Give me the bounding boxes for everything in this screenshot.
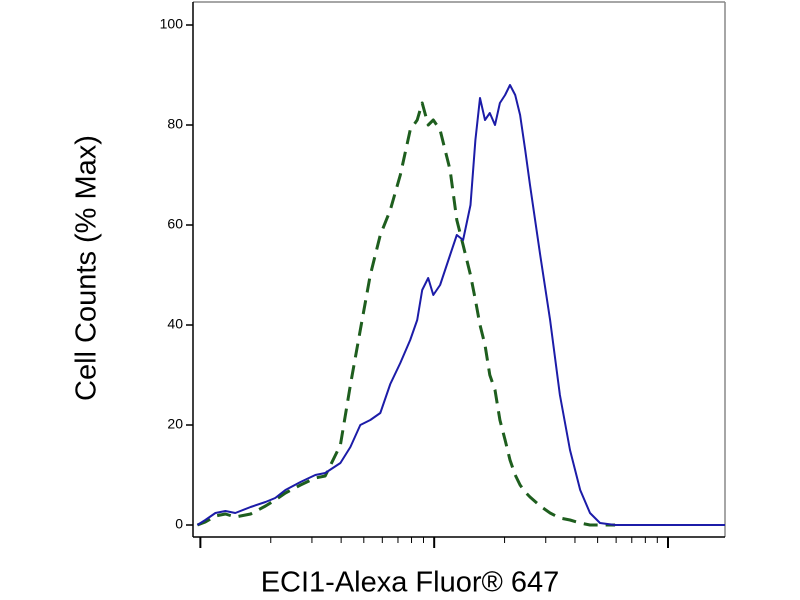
- y-tick-label: 20: [167, 416, 183, 432]
- series-line: [196, 101, 616, 527]
- y-tick-label: 80: [167, 116, 183, 132]
- y-tick-label: 60: [167, 216, 183, 232]
- x-axis-label: ECI1-Alexa Fluor® 647: [261, 567, 560, 599]
- y-axis-label: Cell Counts (% Max): [71, 135, 103, 401]
- y-tick-label: 100: [160, 16, 184, 32]
- y-tick-label: 0: [175, 516, 183, 532]
- y-tick-label: 40: [167, 316, 183, 332]
- series-line: [196, 84, 725, 526]
